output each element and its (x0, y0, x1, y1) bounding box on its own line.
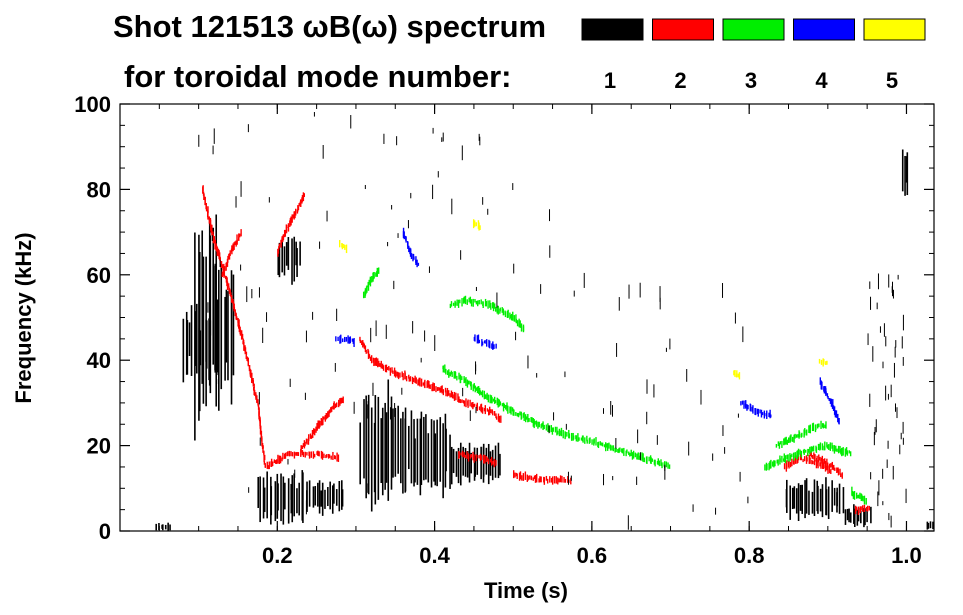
chart-title-line1: Shot 121513 ωB(ω) spectrum (113, 9, 546, 44)
mode-3-streak (362, 267, 380, 299)
x-tick-label: 1.0 (891, 543, 922, 568)
mode-1-patch (182, 303, 210, 383)
mode-3-streak (764, 441, 852, 471)
legend-label-mode-3: 3 (745, 68, 757, 93)
mode-2-streak (277, 192, 306, 257)
mode-1-patch (194, 214, 218, 441)
mode-5-streak (472, 219, 481, 231)
mode-3-streak (442, 364, 671, 469)
mode-2-streak (512, 470, 572, 485)
mode-2-streak (221, 229, 242, 278)
mode-4-streak (473, 334, 497, 350)
legend-swatch-mode-2 (652, 18, 714, 41)
axis-ticks: 0.2 0.4 0.6 0.8 1.0 0 20 40 60 80 100 (74, 92, 934, 568)
x-tick-label: 0.2 (262, 543, 293, 568)
legend-swatch-mode-3 (722, 18, 785, 41)
x-tick-label: 0.4 (419, 543, 450, 568)
plot-frame (119, 103, 935, 532)
legend-swatch-mode-1 (581, 18, 644, 41)
mode-1-patch (785, 477, 845, 522)
mode-5-streak (338, 239, 348, 254)
legend-label-mode-5: 5 (886, 68, 898, 93)
mode-1-patch (214, 262, 235, 411)
series-mode-1 (155, 149, 934, 531)
plot-area: 0.2 0.4 0.6 0.8 1.0 0 20 40 60 80 100 (74, 92, 935, 568)
legend-label-mode-1: 1 (604, 68, 616, 93)
mode-2-streak (807, 451, 843, 479)
mode-3-streak (449, 295, 525, 333)
y-tick-label: 60 (87, 263, 111, 288)
series-mode-4 (335, 227, 840, 425)
mode-1-patch (901, 149, 909, 196)
x-tick-label: 0.8 (734, 543, 765, 568)
mode-2-streak (264, 448, 340, 470)
legend-swatch-mode-5 (863, 18, 926, 41)
legend-swatch-mode-4 (793, 18, 855, 41)
x-tick-label: 0.6 (577, 543, 608, 568)
mode-2-streak (458, 450, 497, 468)
mode-1-noise (198, 112, 907, 530)
y-axis-label: Frequency (kHz) (11, 232, 36, 403)
mode-5-streak (733, 369, 741, 380)
mode-1-patch (926, 521, 934, 530)
legend-label-mode-2: 2 (674, 68, 686, 93)
y-tick-label: 80 (87, 177, 111, 202)
mode-1-patch (257, 470, 304, 525)
series-mode-2 (202, 185, 870, 516)
y-tick-label: 20 (87, 434, 111, 459)
mode-4-streak (335, 334, 355, 347)
mode-4-streak (402, 227, 420, 268)
mode-1-patch (404, 407, 451, 499)
mode-5-streak (818, 358, 828, 367)
series-mode-3 (362, 267, 867, 505)
y-tick-label: 40 (87, 348, 111, 373)
mode-2-streak (854, 504, 870, 516)
mode-3-streak (851, 486, 867, 505)
chart-title-line2: for toroidal mode number: (124, 59, 512, 94)
x-axis-label: Time (s) (484, 578, 568, 603)
mode-2-streak (359, 336, 502, 423)
mode-2-streak (202, 185, 266, 468)
series-mode-5 (338, 219, 828, 380)
mode-4-streak (740, 400, 772, 419)
data-layer (155, 112, 934, 531)
mode-1-patch (155, 522, 171, 531)
mode-1-patch (359, 379, 404, 512)
mode-2-streak (300, 396, 344, 453)
mode-1-patch (306, 480, 344, 516)
legend: 1 2 3 4 5 (581, 18, 926, 93)
mode-3-streak (775, 420, 827, 449)
legend-label-mode-4: 4 (815, 68, 828, 93)
y-tick-label: 0 (99, 519, 111, 544)
y-tick-label: 100 (74, 92, 111, 117)
mode-4-streak (819, 377, 840, 425)
